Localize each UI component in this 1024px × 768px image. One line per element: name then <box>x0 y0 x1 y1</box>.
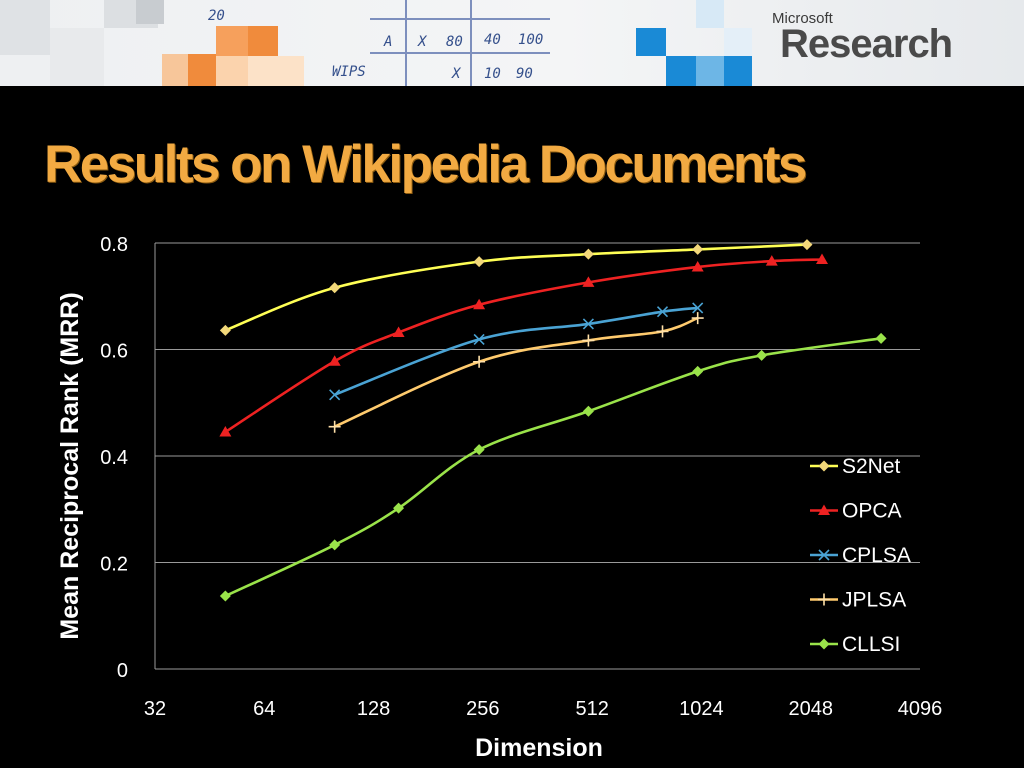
decor-tile <box>216 26 248 56</box>
data-point-cllsi <box>756 349 768 361</box>
sketch-text: 20 <box>208 8 225 24</box>
y-tick-label: 0.6 <box>100 341 128 363</box>
data-point-s2net <box>219 324 231 336</box>
data-point-cllsi <box>875 332 887 344</box>
data-point-jplsa <box>473 355 486 368</box>
data-point-opca <box>219 426 232 437</box>
data-point-opca <box>765 255 778 266</box>
decor-tile <box>724 56 752 86</box>
data-point-opca <box>582 276 595 287</box>
series-line-cllsi <box>224 337 882 598</box>
legend: S2Net OPCA CPLSA JPLSA CLLSI <box>810 455 911 656</box>
data-point-cplsa <box>656 306 669 318</box>
legend-label-jplsa: JPLSA <box>842 589 906 612</box>
decor-tile <box>666 56 696 86</box>
sketch-text: X <box>452 66 461 82</box>
y-tick-label: 0.2 <box>100 554 128 576</box>
sketch-text: 10 <box>484 66 501 82</box>
data-point-cllsi <box>329 539 341 551</box>
legend-label-opca: OPCA <box>842 500 902 523</box>
data-point-jplsa <box>656 325 669 338</box>
data-point-s2net <box>582 248 594 260</box>
data-point-opca <box>328 355 341 366</box>
data-point-cllsi <box>692 365 704 377</box>
data-point-jplsa <box>582 334 595 347</box>
legend-marker-opca <box>818 504 830 515</box>
sketch-text: A <box>384 34 393 50</box>
data-point-cllsi <box>582 405 594 417</box>
sketch-text: 80 <box>446 34 463 50</box>
legend-marker-cllsi <box>818 638 830 650</box>
sketch-line <box>370 18 550 20</box>
x-tick-label: 128 <box>357 698 390 720</box>
series-line-jplsa <box>334 316 699 428</box>
data-point-s2net <box>801 239 813 251</box>
x-tick-label: 64 <box>253 698 275 720</box>
sketch-text: 40 <box>484 32 501 48</box>
y-tick-label: 0 <box>117 660 128 682</box>
decor-tile <box>216 56 248 86</box>
sketch-text: WIPS <box>332 64 366 80</box>
sketch-line <box>470 0 472 86</box>
data-point-cplsa <box>329 389 341 401</box>
data-point-opca <box>816 253 829 265</box>
x-tick-label: 256 <box>466 698 499 720</box>
data-point-s2net <box>692 243 704 255</box>
legend-label-s2net: S2Net <box>842 455 901 478</box>
decor-tile <box>136 0 164 24</box>
data-point-s2net <box>329 282 341 294</box>
x-axis-title: Dimension <box>475 734 603 762</box>
decor-tile <box>724 28 752 56</box>
sketch-text: X <box>418 34 427 50</box>
data-point-opca <box>392 326 405 337</box>
decor-tile <box>696 0 724 28</box>
sketch-text: 90 <box>516 66 533 82</box>
data-point-cplsa <box>582 318 594 330</box>
x-tick-label: 512 <box>575 698 608 720</box>
data-point-s2net <box>473 256 485 268</box>
decor-tile <box>248 56 304 86</box>
x-tick-label: 1024 <box>679 698 724 720</box>
data-point-cllsi <box>393 502 405 514</box>
axis-layer: 0 0.2 0.4 0.6 0.8 32 64 128 256 512 1024 2048 4096 <box>100 234 942 720</box>
decor-tile <box>188 54 216 86</box>
research-logo-text: Research <box>780 22 953 66</box>
legend-label-cplsa: CPLSA <box>842 544 911 567</box>
y-tick-label: 0.4 <box>100 447 128 469</box>
legend-marker-cplsa <box>818 549 830 561</box>
data-point-cllsi <box>473 444 485 456</box>
microsoft-logo-text: Microsoft <box>772 10 833 27</box>
data-point-cplsa <box>692 302 704 314</box>
y-axis-title: Mean Reciprocal Rank (MRR) <box>56 292 84 639</box>
decor-tile <box>0 0 50 55</box>
sketch-line <box>370 52 550 54</box>
series-layer <box>219 239 887 602</box>
data-point-jplsa <box>328 420 341 433</box>
decor-tile <box>636 28 666 56</box>
slide-title: Results on Wikipedia Documents <box>44 135 807 194</box>
data-point-jplsa <box>691 312 704 325</box>
series-line-s2net <box>224 243 808 332</box>
series-line-cplsa <box>334 306 698 396</box>
decor-tile <box>696 56 724 86</box>
data-point-opca <box>691 260 704 272</box>
legend-marker-jplsa <box>818 593 830 606</box>
legend-label-cllsi: CLLSI <box>842 633 900 656</box>
data-point-cplsa <box>473 333 485 345</box>
header-banner: 20 A X 80 40 100 WIPS X 10 90 Microsoft … <box>0 0 1024 86</box>
series-line-opca <box>224 258 823 434</box>
legend-marker-s2net <box>818 460 830 472</box>
decor-tile <box>50 28 104 86</box>
data-point-cllsi <box>219 590 231 602</box>
y-tick-label: 0.8 <box>100 234 128 256</box>
sketch-text: 100 <box>518 32 544 48</box>
data-point-opca <box>473 298 486 310</box>
x-tick-label: 32 <box>144 698 166 720</box>
sketch-line <box>405 0 407 86</box>
x-tick-label: 4096 <box>898 698 943 720</box>
decor-tile <box>248 26 278 56</box>
x-tick-label: 2048 <box>788 698 833 720</box>
